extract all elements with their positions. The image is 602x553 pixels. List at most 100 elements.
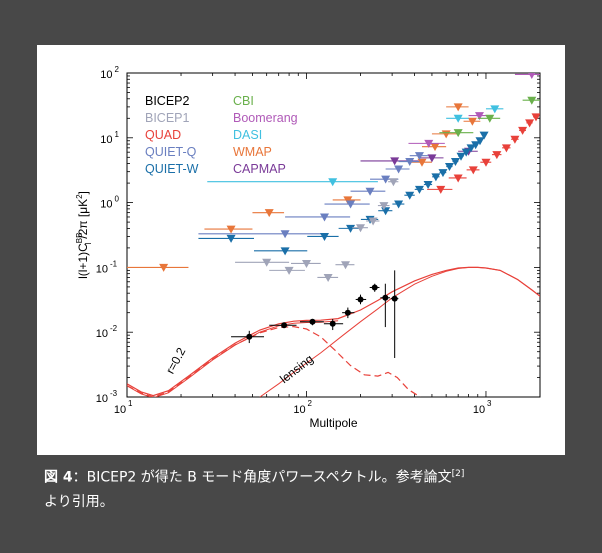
y-tick-label-exponent: 0 xyxy=(115,195,120,204)
plot-panel: 10 1 10 2 10 3 10 -3 10 -2 10 -1 10 0 10 1 10 2 Multipole l… xyxy=(37,45,565,455)
upper-limit-marker xyxy=(453,129,463,138)
y-axis-title-close: ] xyxy=(76,191,90,194)
y-axis-title-sub: l xyxy=(84,243,93,245)
bicep2-point xyxy=(382,294,389,301)
y-axis-title-main: l(l+1)C xyxy=(76,243,90,279)
legend-entry: Boomerang xyxy=(233,111,298,125)
y-tick-label-exponent: 2 xyxy=(115,65,120,74)
upper-limit-marker xyxy=(280,230,290,239)
upper-limit-marker xyxy=(328,178,338,187)
upper-limit-marker xyxy=(381,207,391,216)
y-axis-title-sup: BB xyxy=(75,233,84,244)
upper-limit-marker xyxy=(379,202,389,211)
upper-limit-marker xyxy=(471,141,481,150)
y-axis-title-tail: /2π [μK xyxy=(76,199,90,239)
upper-limit-marker xyxy=(226,225,236,234)
upper-limit-marker xyxy=(388,178,398,187)
upper-limit-marker xyxy=(475,137,485,146)
bicep2-point xyxy=(344,309,351,316)
upper-limit-marker xyxy=(531,113,540,122)
upper-limit-marker xyxy=(481,158,491,167)
upper-limit-marker xyxy=(461,148,471,157)
y-tick-label: 10 xyxy=(100,134,112,146)
upper-limit-marker xyxy=(456,152,466,161)
legend-entry: CAPMAP xyxy=(233,162,286,176)
upper-limit-marker xyxy=(414,185,424,194)
upper-limit-marker xyxy=(343,196,353,205)
upper-limit-marker xyxy=(427,154,437,163)
x-tick-label: 10 xyxy=(114,404,126,416)
upper-limit-marker xyxy=(381,175,391,184)
x-tick-label-exponent: 3 xyxy=(487,399,492,408)
upper-limit-marker xyxy=(414,152,424,161)
upper-limit-marker xyxy=(319,232,329,241)
legend-entry: DASI xyxy=(233,128,262,142)
upper-limit-marker xyxy=(492,151,502,160)
x-tick-label: 10 xyxy=(473,404,485,416)
caption-reference: [2] xyxy=(451,469,465,479)
legend-entry: QUIET-Q xyxy=(145,145,197,159)
upper-limit-marker xyxy=(466,144,476,153)
upper-limit-marker xyxy=(301,259,311,268)
upper-limit-marker xyxy=(527,96,537,105)
legend: BICEP2 BICEP1 QUAD QUIET-Q QUIET-W CBI Boomera… xyxy=(145,94,298,176)
y-tick-label-exponent: 1 xyxy=(115,130,120,139)
upper-limit-marker xyxy=(528,73,536,79)
x-tick-label-exponent: 1 xyxy=(128,399,133,408)
upper-limit-marker xyxy=(436,185,446,194)
y-tick-label: 10 xyxy=(100,199,112,211)
caption-text-line1: BICEP2 が得た B モード角度パワースペクトル。参考論文 xyxy=(86,469,452,486)
upper-limit-marker xyxy=(341,261,351,270)
legend-entry: BICEP2 xyxy=(145,94,190,108)
upper-limit-marker xyxy=(424,139,434,148)
upper-limit-marker xyxy=(323,273,333,282)
caption-text-line2: より引用。 xyxy=(44,493,114,510)
bicep2-point xyxy=(371,284,378,291)
upper-limit-marker xyxy=(394,200,404,209)
upper-limit-marker xyxy=(417,158,427,167)
upper-limit-marker xyxy=(501,144,511,153)
figure-caption: 図 4：BICEP2 が得た B モード角度パワースペクトル。参考論文[2] よ… xyxy=(44,462,584,514)
upper-limit-marker xyxy=(405,191,415,200)
curve-annotation: lensing xyxy=(277,352,316,386)
upper-limit-marker xyxy=(365,187,375,196)
upper-limit-marker xyxy=(159,263,169,272)
upper-limit-marker xyxy=(453,174,463,183)
upper-limit-marker xyxy=(284,266,294,275)
bicep2-point xyxy=(391,295,398,302)
y-tick-label: 10 xyxy=(96,328,108,340)
upper-limit-marker xyxy=(453,114,463,123)
legend-entry: CBI xyxy=(233,94,254,108)
upper-limit-marker xyxy=(474,112,484,121)
upper-limit-marker xyxy=(479,131,489,140)
plot-area-frame xyxy=(126,72,541,398)
upper-limit-marker xyxy=(518,126,528,135)
upper-limit-marker xyxy=(468,166,478,175)
upper-limit-marker xyxy=(453,103,463,112)
upper-limit-marker xyxy=(346,224,356,233)
plot-content xyxy=(127,73,540,397)
upper-limit-marker xyxy=(346,200,356,209)
x-tick-label-exponent: 2 xyxy=(307,399,312,408)
y-tick-label: 10 xyxy=(100,69,112,81)
bicep2-point xyxy=(309,318,316,325)
bicep2-point xyxy=(281,322,288,329)
y-tick-label: 10 xyxy=(96,393,108,405)
upper-limit-marker xyxy=(262,258,272,267)
model-lensing-curve xyxy=(259,266,540,397)
upper-limit-marker xyxy=(356,224,366,233)
y-tick-label-exponent: -2 xyxy=(110,324,118,333)
bicep2-point xyxy=(246,333,253,340)
model-total-curve xyxy=(127,266,540,397)
caption-figure-label: 図 4 xyxy=(44,469,73,486)
legend-entry: QUAD xyxy=(145,128,181,142)
upper-limit-marker xyxy=(390,157,400,166)
y-tick-label-exponent: -1 xyxy=(110,259,118,268)
upper-limit-marker xyxy=(280,247,290,256)
upper-limit-marker xyxy=(264,209,274,218)
upper-limit-marker xyxy=(444,163,454,172)
y-axis-title: l(l+1)CBBl/2π [μK2] xyxy=(75,191,93,279)
upper-limit-marker xyxy=(490,105,500,114)
